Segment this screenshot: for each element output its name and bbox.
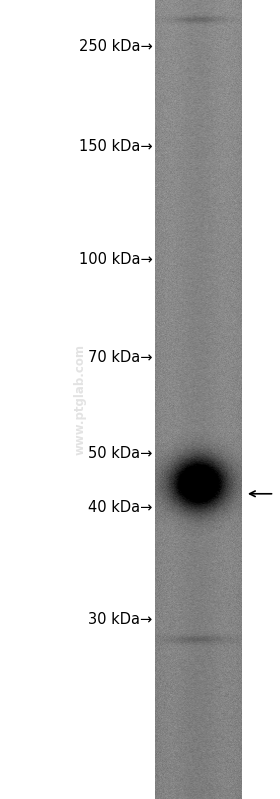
Text: 250 kDa→: 250 kDa→ <box>79 39 153 54</box>
Text: 100 kDa→: 100 kDa→ <box>79 252 153 267</box>
Text: www.ptglab.com: www.ptglab.com <box>73 344 86 455</box>
Text: 150 kDa→: 150 kDa→ <box>79 139 153 153</box>
Text: 30 kDa→: 30 kDa→ <box>88 612 153 626</box>
Text: 40 kDa→: 40 kDa→ <box>88 500 153 515</box>
Text: 50 kDa→: 50 kDa→ <box>88 446 153 460</box>
Text: 70 kDa→: 70 kDa→ <box>88 350 153 364</box>
